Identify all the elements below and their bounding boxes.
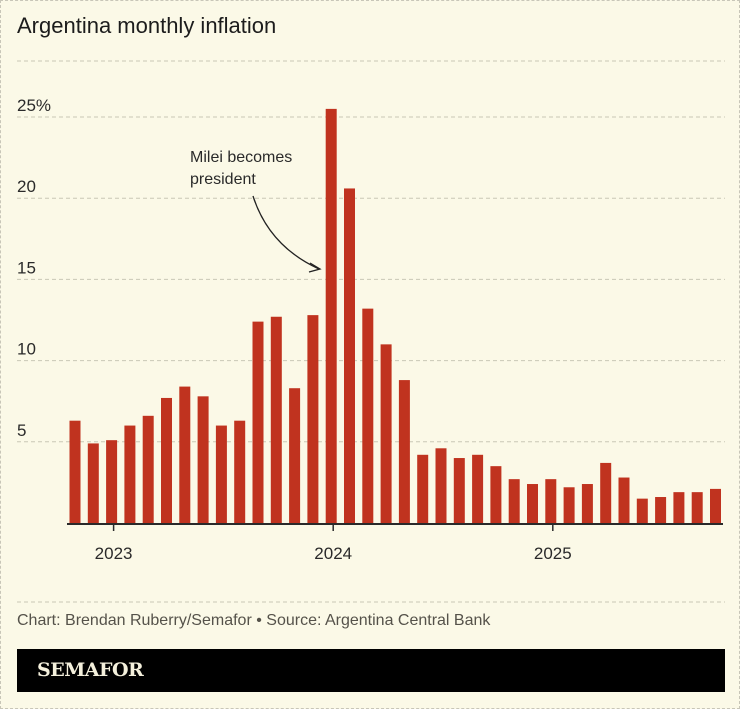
arrowhead-icon (308, 262, 322, 273)
y-tick-label: 25% (17, 96, 51, 115)
bar-oct-2022 (69, 420, 81, 523)
bar-jul-2023 (234, 420, 246, 523)
y-tick-label: 10 (17, 340, 36, 359)
bar-aug-2023 (252, 321, 264, 523)
bar-feb-2024 (362, 308, 374, 523)
bar-aug-2024 (472, 454, 484, 523)
credit-line: Chart: Brendan Ruberry/Semafor • Source:… (17, 612, 491, 629)
bar-may-2023 (197, 396, 209, 523)
bar-jan-2023 (124, 425, 136, 523)
bar-nov-2024 (527, 484, 538, 523)
bar-dec-2022 (106, 440, 118, 523)
y-tick-label: 15 (17, 258, 36, 277)
x-tick-label: 2023 (95, 544, 133, 563)
brand-bar: SEMAFOR (17, 649, 725, 692)
bar-dec-2023 (325, 108, 337, 523)
semafor-logo: SEMAFOR (37, 659, 144, 681)
bar-apr-2024 (398, 380, 410, 523)
bar-sep-2025 (710, 488, 721, 523)
bar-nov-2022 (87, 443, 99, 523)
bar-oct-2024 (508, 479, 520, 523)
bar-apr-2023 (179, 386, 191, 523)
bar-may-2025 (636, 498, 648, 523)
annotation-text: Milei becomes (190, 149, 292, 166)
bar-feb-2023 (142, 415, 154, 523)
bar-mar-2025 (600, 462, 612, 523)
y-tick-label: 20 (17, 177, 36, 196)
annotation-arrow (252, 195, 320, 270)
bar-jun-2023 (215, 425, 227, 523)
bar-mar-2023 (161, 397, 172, 523)
bar-jan-2025 (563, 487, 575, 523)
bar-jun-2024 (435, 448, 447, 523)
bar-feb-2025 (581, 484, 593, 523)
bar-may-2024 (417, 454, 429, 523)
x-tick-label: 2024 (314, 544, 352, 563)
bar-nov-2023 (307, 315, 319, 523)
annotation-text: president (190, 171, 256, 188)
bar-jan-2024 (344, 188, 355, 523)
bar-sep-2023 (270, 316, 282, 523)
bar-jul-2024 (453, 458, 465, 523)
bar-jul-2025 (673, 492, 685, 523)
bar-apr-2025 (618, 477, 630, 523)
bar-oct-2023 (289, 388, 301, 523)
bar-mar-2024 (380, 344, 392, 523)
chart-title: Argentina monthly inflation (17, 13, 277, 38)
bar-sep-2024 (490, 466, 502, 523)
bar-aug-2025 (691, 492, 703, 523)
bar-dec-2024 (545, 479, 557, 523)
y-tick-label: 5 (17, 421, 26, 440)
bar-jun-2025 (655, 497, 667, 523)
x-tick-label: 2025 (534, 544, 572, 563)
